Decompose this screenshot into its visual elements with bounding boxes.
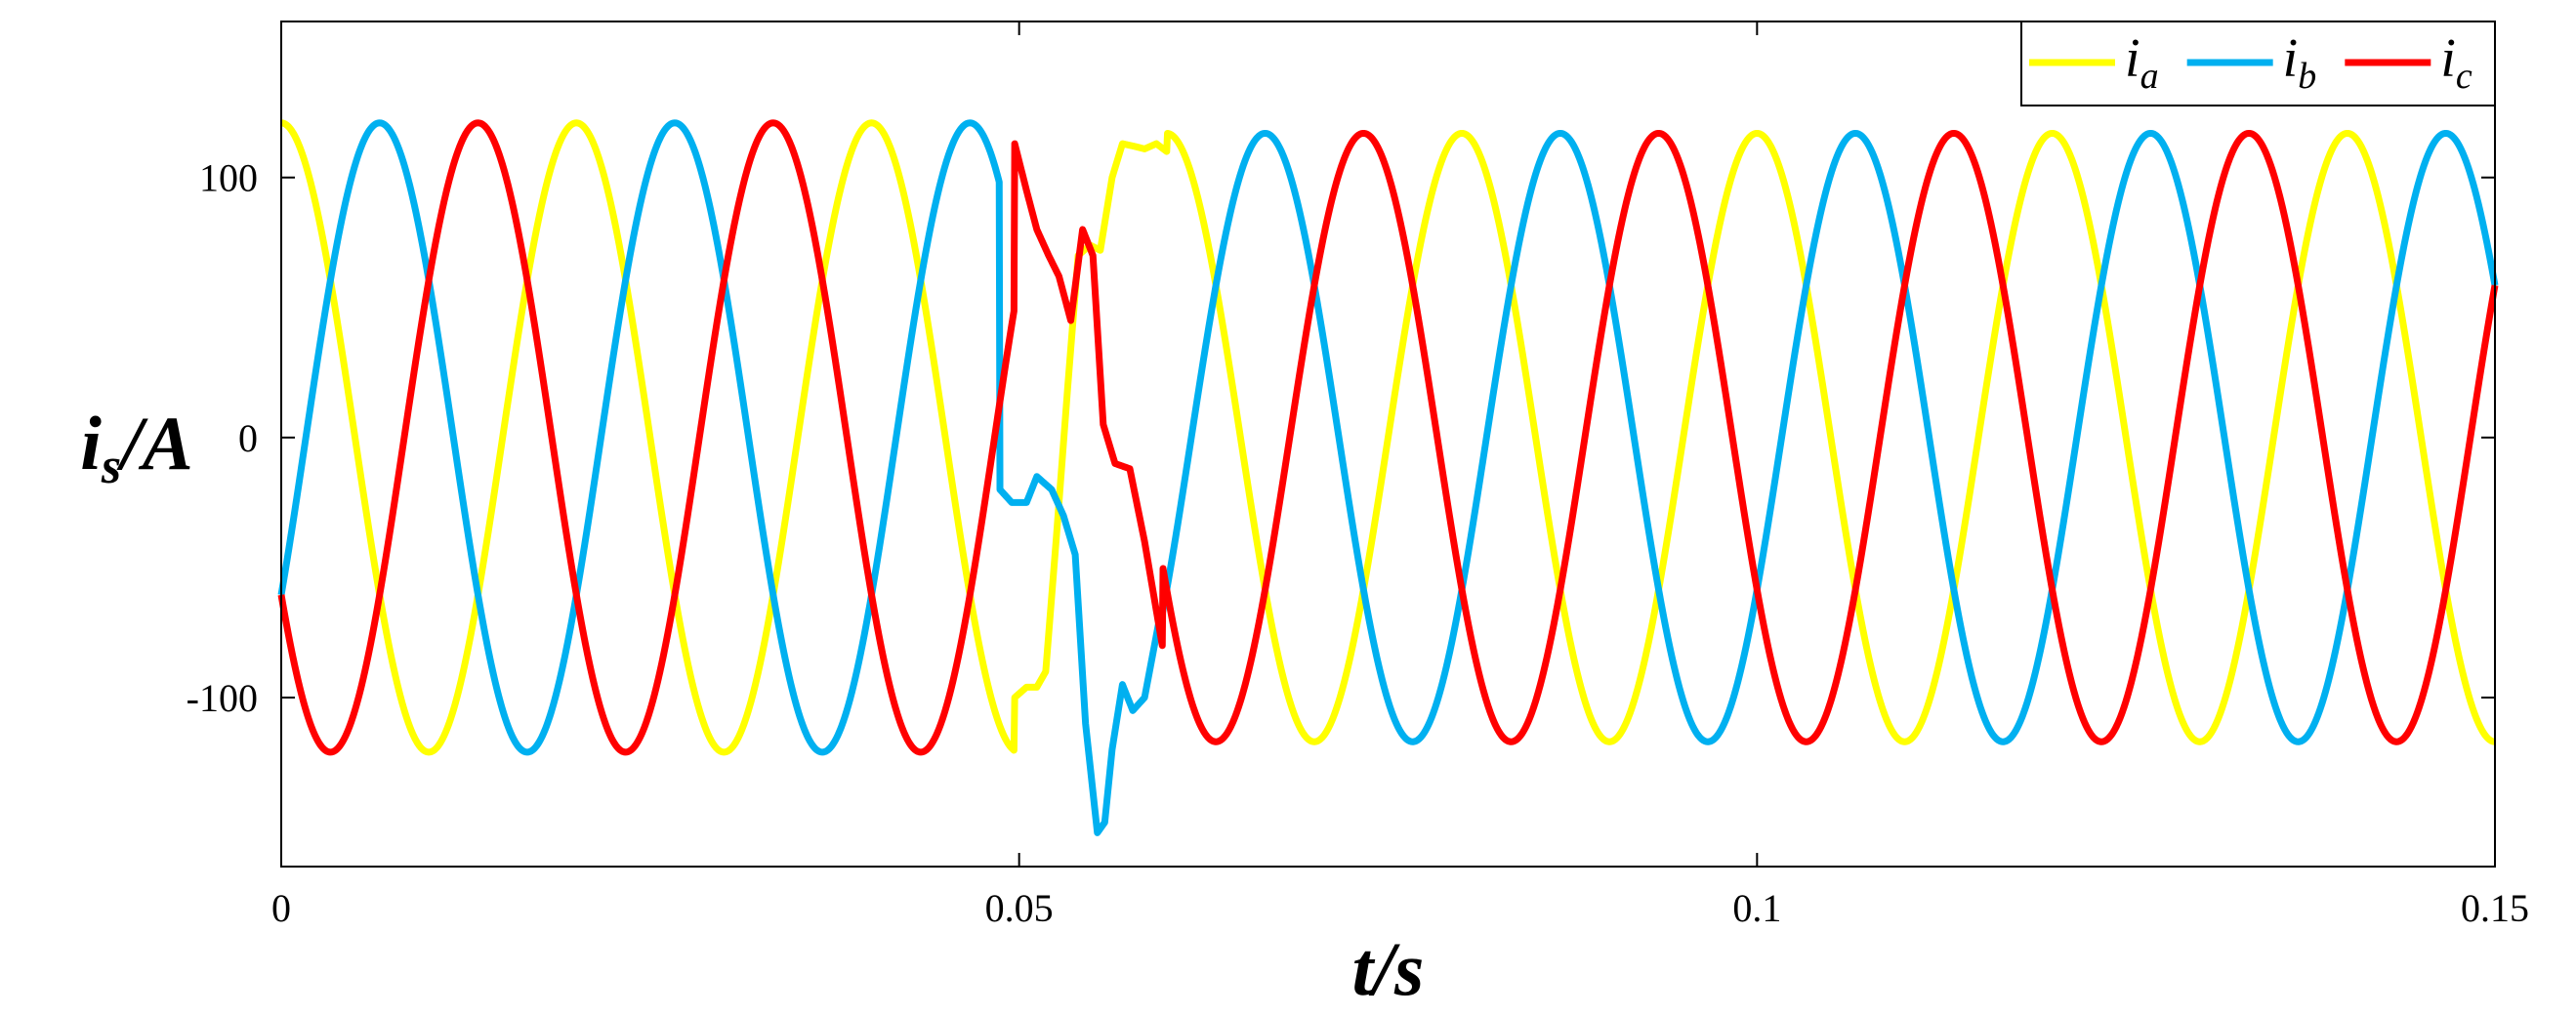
series-line-i_b — [277, 119, 2499, 836]
series-layer — [277, 119, 2499, 836]
y-axis-label-suffix: /A — [116, 401, 193, 486]
x-tick-label: 0 — [271, 886, 291, 930]
legend-label-sub: b — [2298, 56, 2316, 97]
x-tick-label: 0.1 — [1732, 886, 1781, 930]
legend-label-i_c: ic — [2440, 28, 2472, 97]
y-axis-label-sub: s — [101, 439, 121, 494]
legend: ia ib ic — [2020, 21, 2496, 106]
series-line-i_a — [278, 119, 2498, 756]
tick-layer: 0 0.05 0.1 0.15 -100 0 100 — [187, 21, 2529, 930]
legend-label-sub: c — [2456, 56, 2472, 97]
legend-label-base: i — [2283, 28, 2299, 89]
legend-label-i_b: ib — [2283, 28, 2317, 97]
legend-label-base: i — [2125, 28, 2140, 89]
y-tick-label: 0 — [238, 416, 258, 460]
y-axis-label: is/A — [80, 401, 193, 494]
y-axis-label-base: i — [80, 401, 102, 486]
plot-frame — [280, 21, 2496, 868]
y-tick-label: -100 — [187, 676, 258, 720]
legend-label-base: i — [2440, 28, 2456, 89]
series-line-i_c — [277, 119, 2499, 756]
y-tick-label: 100 — [199, 156, 258, 200]
legend-label-sub: a — [2140, 56, 2159, 97]
x-tick-label: 0.15 — [2461, 886, 2529, 930]
legend-label-i_a: ia — [2125, 28, 2159, 97]
x-axis-label: t/s — [1352, 926, 1425, 1011]
x-tick-label: 0.05 — [985, 886, 1054, 930]
